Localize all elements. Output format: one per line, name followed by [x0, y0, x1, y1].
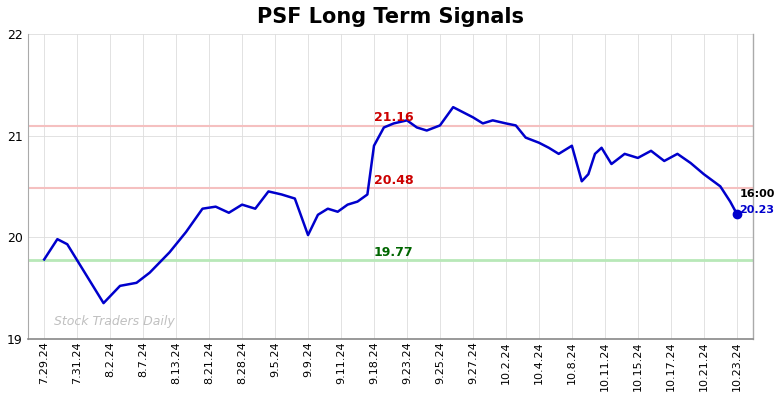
Text: 20.48: 20.48 — [374, 174, 414, 187]
Text: Stock Traders Daily: Stock Traders Daily — [54, 316, 175, 328]
Text: 16:00: 16:00 — [739, 189, 775, 199]
Text: 19.77: 19.77 — [374, 246, 414, 259]
Title: PSF Long Term Signals: PSF Long Term Signals — [257, 7, 524, 27]
Text: 20.23: 20.23 — [739, 205, 775, 215]
Text: 21.16: 21.16 — [374, 111, 414, 124]
